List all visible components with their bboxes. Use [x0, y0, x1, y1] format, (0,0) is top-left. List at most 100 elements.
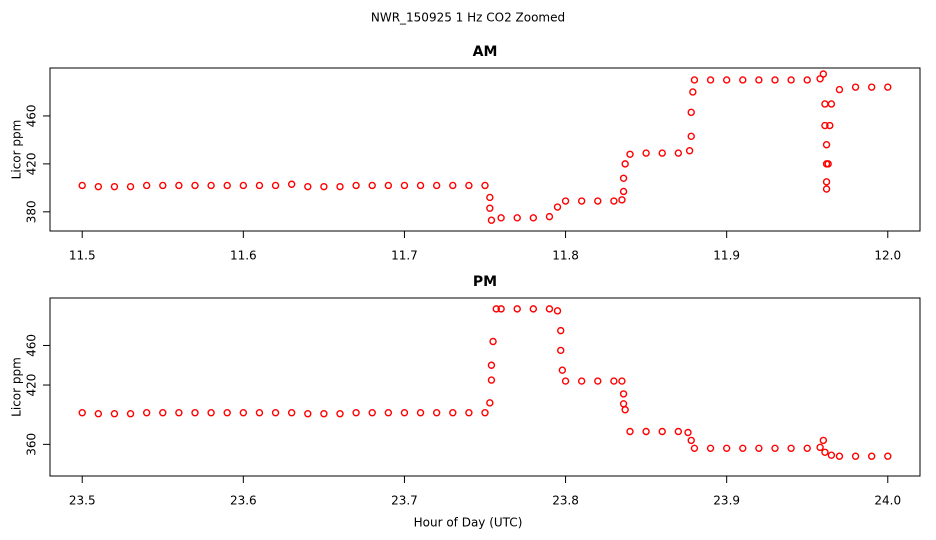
- data-point: [159, 409, 167, 417]
- data-point: [674, 149, 683, 157]
- data-point: [722, 444, 731, 453]
- data-point: [239, 409, 248, 417]
- data-point: [400, 181, 409, 190]
- data-point: [626, 150, 634, 158]
- data-point: [884, 83, 892, 91]
- data-point: [486, 193, 494, 202]
- x-tick-label: 23.6: [230, 494, 257, 508]
- data-point: [271, 409, 280, 417]
- x-tick-label: 12.0: [874, 249, 901, 263]
- data-point: [821, 121, 829, 130]
- data-point: [557, 326, 565, 335]
- data-point: [626, 427, 634, 436]
- data-point: [827, 100, 836, 108]
- data-point: [610, 377, 618, 385]
- x-axis-label: Hour of Day (UTC): [414, 516, 523, 530]
- data-point: [561, 197, 570, 205]
- data-point: [771, 444, 779, 453]
- data-point: [884, 452, 892, 460]
- x-tick-label: 24.0: [874, 494, 901, 508]
- data-point: [432, 181, 441, 190]
- data-point: [619, 390, 628, 398]
- y-tick-label: 420: [25, 374, 39, 397]
- data-point: [304, 410, 312, 418]
- x-tick-label: 23.5: [69, 494, 96, 508]
- figure-title: NWR_150925 1 Hz CO2 Zoomed: [371, 11, 565, 25]
- data-point: [594, 377, 602, 385]
- data-point: [175, 181, 183, 190]
- data-point: [690, 76, 699, 84]
- data-point: [687, 108, 695, 117]
- data-point: [449, 409, 457, 417]
- data-point: [557, 346, 565, 355]
- data-point: [191, 181, 199, 190]
- data-point: [255, 181, 264, 190]
- data-point: [827, 451, 836, 459]
- data-point: [684, 428, 692, 437]
- x-tick-label: 11.5: [69, 249, 96, 263]
- data-point: [619, 187, 628, 196]
- data-point: [126, 410, 135, 418]
- data-point: [706, 444, 715, 453]
- data-point: [487, 361, 496, 369]
- data-point: [722, 76, 731, 84]
- data-point: [513, 214, 521, 222]
- data-point: [142, 409, 151, 417]
- data-point: [803, 444, 811, 453]
- data-point: [492, 305, 500, 313]
- x-tick-label: 23.8: [552, 494, 579, 508]
- data-point: [304, 182, 312, 191]
- data-point: [594, 197, 602, 205]
- data-point: [618, 377, 626, 385]
- data-point: [851, 83, 860, 91]
- y-axis-label: Licor ppm: [10, 120, 24, 180]
- data-point: [486, 399, 494, 407]
- data-point: [819, 436, 828, 445]
- data-point: [674, 427, 683, 436]
- y-tick-label: 460: [25, 334, 39, 357]
- data-point: [824, 160, 832, 168]
- data-point: [826, 121, 834, 130]
- data-point: [287, 180, 296, 188]
- data-point: [529, 214, 538, 222]
- plot-box: [49, 67, 921, 232]
- data-point: [416, 409, 425, 417]
- plot-box: [49, 297, 921, 477]
- data-point: [787, 76, 795, 84]
- data-point: [78, 409, 86, 417]
- data-point: [513, 305, 521, 313]
- data-point: [368, 181, 376, 190]
- data-point: [481, 409, 489, 417]
- data-point: [352, 181, 360, 190]
- data-point: [561, 377, 570, 385]
- data-point: [642, 149, 650, 157]
- x-tick-label: 11.9: [713, 249, 740, 263]
- data-point: [159, 181, 167, 190]
- data-point: [851, 452, 860, 460]
- data-point: [271, 181, 280, 190]
- data-point: [755, 444, 763, 453]
- data-point: [486, 204, 494, 212]
- data-point: [689, 88, 697, 96]
- y-tick-label: 420: [25, 152, 39, 175]
- x-tick-label: 11.7: [391, 249, 418, 263]
- data-point: [336, 182, 344, 191]
- data-point: [384, 409, 393, 417]
- data-point: [835, 452, 844, 460]
- data-point: [497, 305, 505, 313]
- data-point: [619, 174, 628, 182]
- data-point: [822, 185, 831, 193]
- data-point: [352, 409, 360, 417]
- data-point: [819, 70, 828, 78]
- data-point: [867, 83, 876, 91]
- data-point: [687, 132, 695, 141]
- data-point: [320, 182, 328, 191]
- data-point: [577, 377, 586, 385]
- data-point: [821, 448, 829, 456]
- data-point: [822, 141, 831, 149]
- data-point: [400, 409, 409, 417]
- data-point: [822, 178, 831, 186]
- data-point: [618, 196, 626, 204]
- panel-title: AM: [473, 44, 498, 60]
